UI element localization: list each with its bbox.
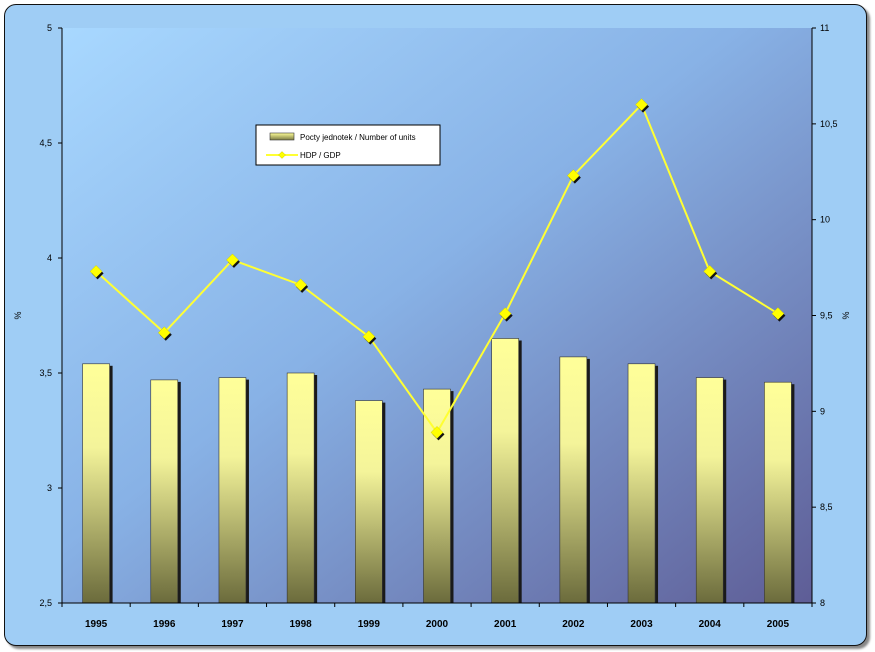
left-tick-label: 4 [47, 253, 52, 263]
x-tick-label: 2001 [494, 619, 517, 630]
x-tick-label: 1995 [85, 619, 108, 630]
bar-1995 [82, 363, 110, 604]
gdp-marker-1997 [226, 253, 239, 267]
bar-2000 [423, 388, 451, 604]
x-tick-label: 2002 [562, 619, 585, 630]
x-tick-label: 1997 [221, 619, 244, 630]
legend-label-gdp: HDP / GDP [300, 151, 341, 160]
legend-box [255, 124, 441, 166]
x-tick-label: 2004 [699, 619, 722, 630]
right-tick-label: 8 [820, 598, 825, 608]
bar-1998 [286, 372, 315, 604]
left-tick-label: 5 [47, 23, 52, 33]
legend-label-units: Pocty jednotek / Number of units [300, 133, 416, 142]
right-tick-label: 11 [820, 23, 829, 33]
gdp-marker-2004 [703, 265, 717, 278]
x-tick-label: 1996 [153, 619, 176, 630]
left-tick-label: 3,5 [39, 368, 52, 378]
x-tick-label: 2003 [630, 619, 653, 630]
right-tick-label: 9,5 [820, 311, 833, 321]
legend: Pocty jednotek / Number of units HDP / GD… [255, 124, 441, 166]
gdp-marker-2000 [430, 426, 444, 439]
x-tick-label: 2005 [767, 619, 790, 630]
x-tick-label: 2000 [426, 619, 449, 630]
gdp-marker-2002 [567, 169, 580, 182]
gdp-marker-1995 [89, 265, 103, 278]
bar-1997 [218, 377, 247, 604]
x-tick-label: 1999 [358, 619, 381, 630]
x-tick-label: 1998 [290, 619, 313, 630]
combo-chart: 2,5 3 3,5 4 4,5 5 8 8,5 9 9,5 10 10,5 11 1995 1996 1997… [13, 23, 851, 630]
left-axis-title: % [13, 311, 23, 319]
gdp-marker-1999 [362, 330, 376, 343]
gdp-marker-2005 [771, 307, 785, 320]
bar-2004 [695, 377, 724, 604]
right-axis-title: % [841, 311, 851, 319]
right-tick-label: 10,5 [820, 119, 838, 129]
bar-2002 [559, 356, 588, 604]
left-tick-label: 3 [47, 483, 52, 493]
gdp-marker-1996 [157, 326, 171, 340]
bar-2003 [627, 363, 656, 604]
right-tick-label: 9 [820, 406, 825, 416]
right-tick-label: 8,5 [820, 502, 833, 512]
bar-1999 [355, 400, 383, 604]
bar-2005 [764, 381, 792, 604]
left-tick-label: 2,5 [39, 598, 52, 608]
right-tick-label: 10 [820, 215, 830, 225]
bar-1996 [150, 379, 179, 604]
chart-frame: 2,5 3 3,5 4 4,5 5 8 8,5 9 9,5 10 10,5 11 1995 1996 1997… [4, 4, 867, 646]
bar-2001 [491, 338, 519, 604]
gdp-marker-2001 [498, 307, 512, 320]
gdp-marker-2003 [635, 98, 648, 112]
left-tick-label: 4,5 [39, 138, 52, 148]
gdp-marker-1998 [294, 278, 307, 292]
legend-marker-swatch [278, 151, 286, 159]
legend-bar-swatch [269, 132, 295, 141]
